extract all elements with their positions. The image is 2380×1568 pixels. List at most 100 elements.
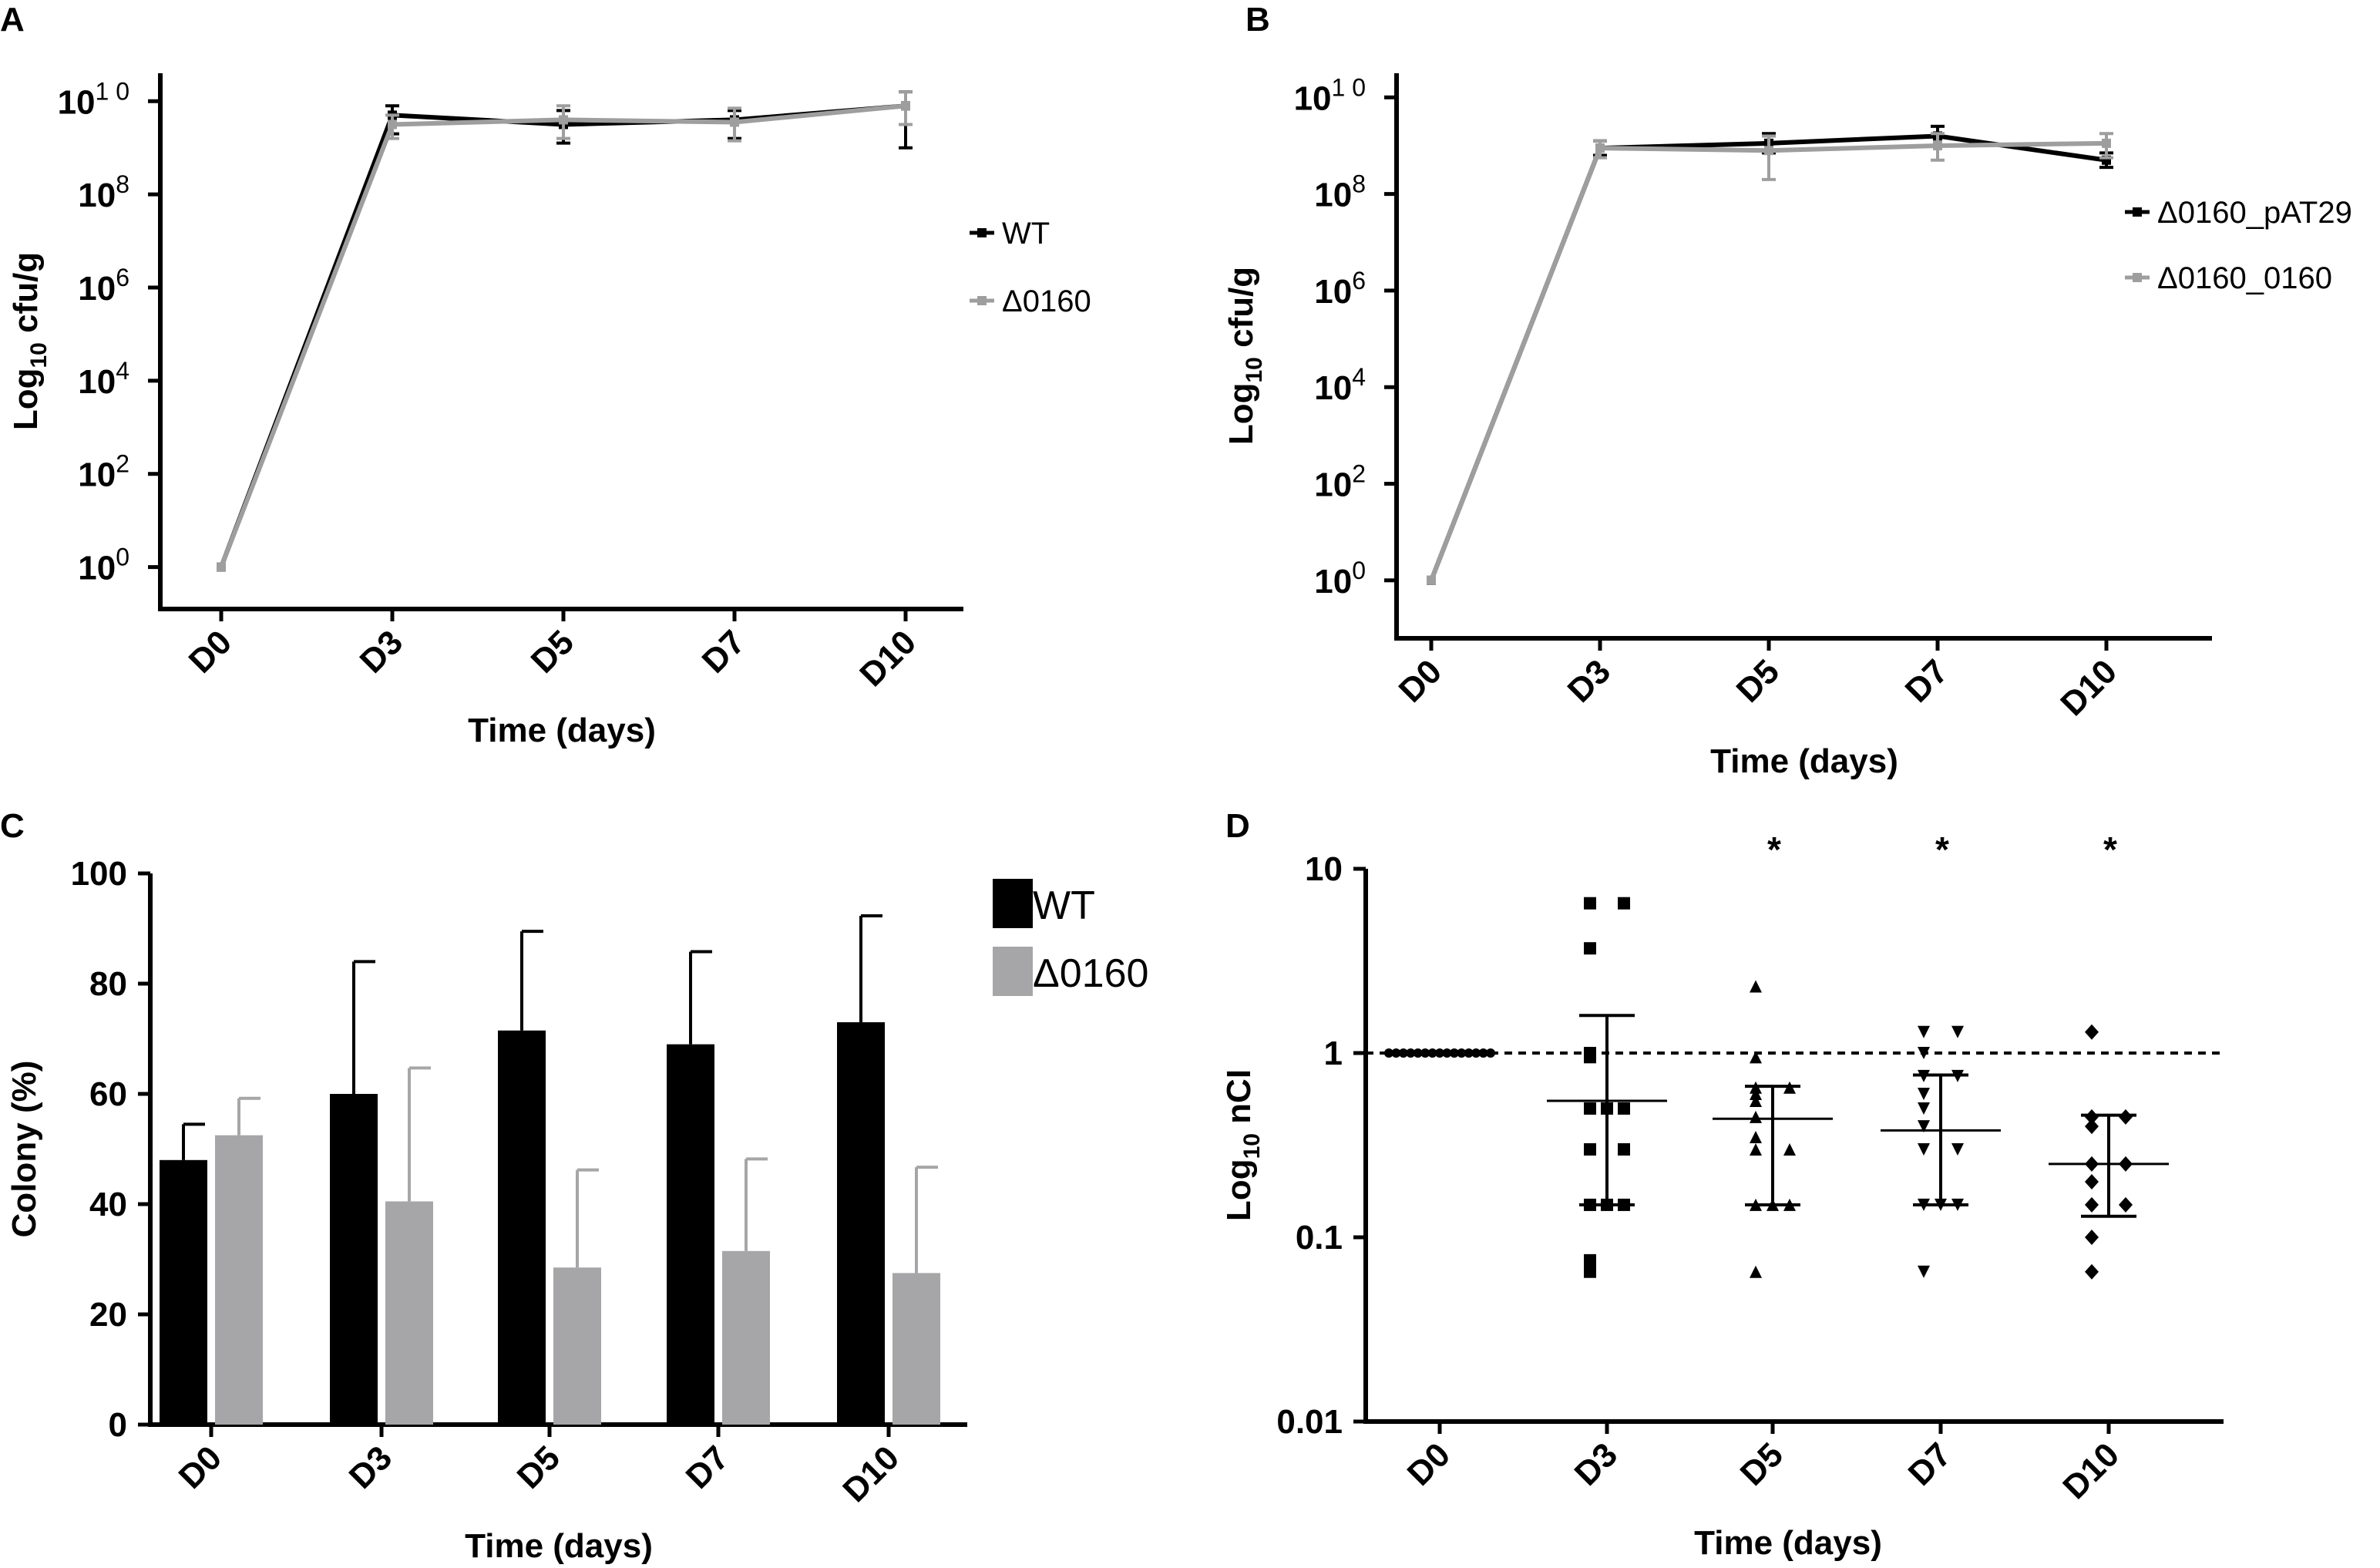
panel-c-series-1-bar-4 <box>892 1273 940 1425</box>
panel-d-y-title-rest: nCI <box>1220 1069 1258 1133</box>
panel-d-group-2-point-9 <box>1783 1142 1796 1156</box>
panel-c-y-title: Colony (%) <box>5 1061 43 1238</box>
panel-d-group-3-point-13 <box>1918 1265 1930 1278</box>
panel-d-group-0-point-3 <box>1406 1048 1416 1058</box>
panel-b-y-title-base: Log <box>1222 383 1260 446</box>
panel-c-xtick-label-4-text: D10 <box>835 1438 906 1509</box>
panel-a-xtick-label-3-text: D7 <box>695 623 752 680</box>
panel-a-xtick-label-4-text: D10 <box>852 623 923 694</box>
panel-d-y-title-base: Log <box>1220 1159 1258 1221</box>
panel-b-ytick-label-4: 108 <box>1314 170 1366 214</box>
panel-d-group-4-point-8 <box>2119 1196 2133 1213</box>
panel-b-ytick-label-5-exp: 1 0 <box>1332 73 1366 101</box>
panel-c-ytick-label-0: 0 <box>109 1406 127 1444</box>
panel-d-group-0-point-5 <box>1420 1048 1430 1058</box>
panel-d-y-title-text: Log10 nCI <box>1220 1069 1265 1221</box>
panel-c-xtick-label-0-text: D0 <box>172 1438 229 1496</box>
panel-c-xtick-label-3: D7 <box>679 1438 736 1496</box>
panel-c-xtick-label-4: D10 <box>835 1438 906 1509</box>
panel-d-y-title-sub: 10 <box>1239 1133 1265 1159</box>
panel-d-group-3-point-0 <box>1918 1025 1930 1038</box>
panel-d-group-0-point-0 <box>1384 1048 1393 1058</box>
panel-d-group-3-point-8 <box>1918 1142 1930 1156</box>
panel-b-ytick-label-1-base: 10 <box>1314 466 1352 504</box>
panel-d-group-3-point-1 <box>1951 1025 1964 1038</box>
panel-d-group-3-point-9 <box>1951 1142 1964 1156</box>
panel-c-letter: C <box>0 807 25 845</box>
panel-b-ytick-label-4-exp: 8 <box>1352 170 1366 198</box>
panel-b-y-title: Log10 cfu/g <box>1222 267 1267 445</box>
panel-d-letter: D <box>1225 807 1250 845</box>
panel-a-ytick-label-5-base: 10 <box>58 83 96 121</box>
panel-d-group-1-point-5 <box>1584 1102 1596 1115</box>
panel-d-group-1-point-0 <box>1584 897 1596 910</box>
panel-b-ytick-label-3: 106 <box>1314 267 1366 311</box>
panel-d-group-4-point-1 <box>2085 1109 2099 1125</box>
panel-d-group-2-point-4 <box>1750 1088 1762 1101</box>
panel-b-ytick-label-0: 100 <box>1314 557 1366 601</box>
panel-c: C 0 20 40 60 80 100 D0 D3 D5 D7 D10 WT Δ0160 Time (day… <box>0 807 1148 1565</box>
panel-d-group-0-point-7 <box>1435 1048 1444 1058</box>
panel-b-ytick-label-1-exp: 2 <box>1352 460 1366 488</box>
panel-c-xtick-label-1: D3 <box>342 1438 399 1496</box>
panel-d-sig-2: * <box>1767 829 1781 870</box>
panel-b-xtick-label-4-text: D10 <box>2053 652 2124 723</box>
panel-b-legend-0-label: Δ0160_pAT29 <box>2157 196 2352 230</box>
panel-c-series-1-bar-3 <box>722 1250 770 1425</box>
panel-d-group-4-point-6 <box>2085 1174 2099 1190</box>
panel-b-ytick-label-2-exp: 4 <box>1352 363 1366 391</box>
panel-d-group-0-point-9 <box>1449 1048 1459 1058</box>
panel-b-ytick-label-0-exp: 0 <box>1352 557 1366 584</box>
panel-a-series-1-point-0 <box>217 562 226 572</box>
panel-a-ytick-label-2: 104 <box>78 357 129 401</box>
panel-a-y-title: Log10 cfu/g <box>7 252 52 430</box>
panel-a-series-1-point-1 <box>388 119 397 130</box>
panel-b-xtick-label-2-text: D5 <box>1730 652 1787 709</box>
panel-a-series-1 <box>217 90 913 572</box>
panel-b-xtick-label-4: D10 <box>2053 652 2124 723</box>
panel-d-group-4-point-7 <box>2085 1196 2099 1213</box>
panel-a-xtick-label-1: D3 <box>353 623 410 680</box>
panel-d-group-0-point-1 <box>1391 1048 1401 1058</box>
panel-d-xtick-label-2-text: D5 <box>1733 1435 1790 1492</box>
panel-b-ytick-label-5: 101 0 <box>1294 73 1366 117</box>
panel-c-ytick-label-2: 40 <box>89 1186 127 1223</box>
panel-d-group-2-point-6 <box>1750 1110 1762 1123</box>
panel-d-group-2: * <box>1713 829 1833 1278</box>
panel-d-group-0-point-2 <box>1398 1048 1408 1058</box>
panel-c-x-title: Time (days) <box>465 1527 653 1565</box>
panel-d-group-1-point-14 <box>1584 1265 1596 1278</box>
panel-a-xtick-label-3: D7 <box>695 623 752 680</box>
panel-a-xtick-label-0-text: D0 <box>182 623 239 680</box>
panel-d-y-title: Log10 nCI <box>1220 1069 1265 1221</box>
panel-c-legend-1-label: Δ0160 <box>1033 951 1148 996</box>
panel-a-legend-1-marker <box>977 296 987 305</box>
panel-d-group-4-point-2 <box>2119 1109 2133 1125</box>
panel-a-legend-1-label: Δ0160 <box>1002 284 1091 318</box>
panel-d-group-2-point-13 <box>1750 1265 1762 1278</box>
panel-d-ytick-label-2: 1 <box>1324 1035 1343 1072</box>
panel-d-group-0-point-8 <box>1442 1048 1452 1058</box>
panel-d-x-title: Time (days) <box>1694 1524 1882 1562</box>
panel-d-xtick-label-0-text: D0 <box>1400 1435 1457 1492</box>
panel-b-y-title-text: Log10 cfu/g <box>1222 267 1267 445</box>
panel-a-ytick-label-4-exp: 8 <box>116 170 129 198</box>
panel-c-series-0 <box>160 914 885 1425</box>
panel-d-group-3-point-7 <box>1918 1120 1930 1133</box>
panel-a-ytick-label-2-exp: 4 <box>116 357 129 385</box>
panel-a-xtick-label-0: D0 <box>182 623 239 680</box>
panel-c-xtick-label-2-text: D5 <box>510 1438 567 1496</box>
panel-d-group-4-point-3 <box>2085 1119 2099 1135</box>
panel-d-xtick-label-1: D3 <box>1568 1435 1625 1492</box>
panel-b-ytick-label-2: 104 <box>1314 363 1366 407</box>
panel-b-legend-0-marker <box>2133 207 2142 217</box>
panel-a-y-title-base: Log <box>7 368 45 431</box>
panel-b-xtick-label-0-text: D0 <box>1392 652 1449 709</box>
panel-c-series-1-bar-1 <box>385 1201 433 1425</box>
panel-b-ytick-label-2-base: 10 <box>1314 369 1352 407</box>
panel-d-group-4-point-9 <box>2085 1230 2099 1245</box>
panel-c-xtick-label-3-text: D7 <box>679 1438 736 1496</box>
